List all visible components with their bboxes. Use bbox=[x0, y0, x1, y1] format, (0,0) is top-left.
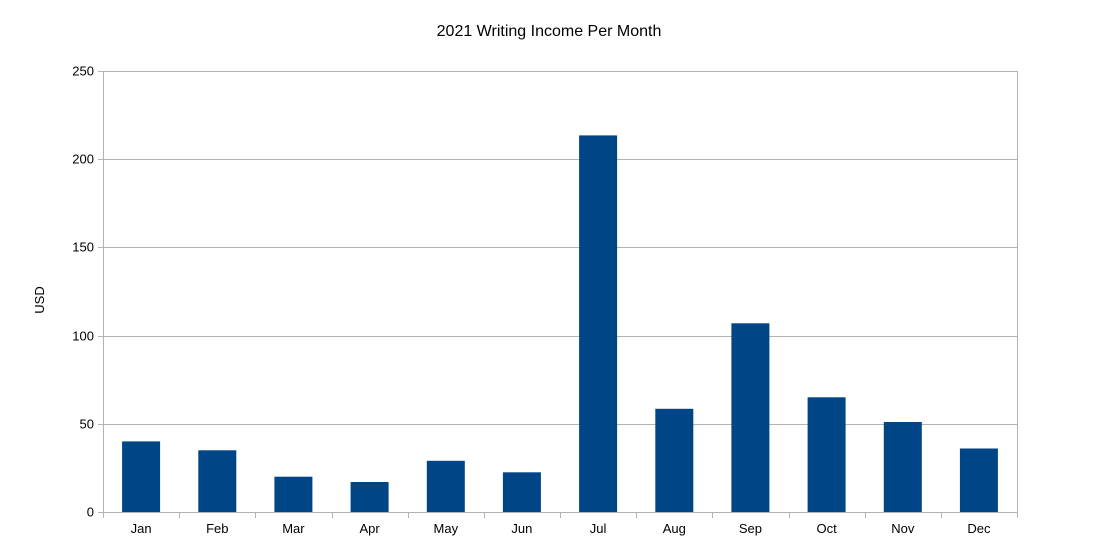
x-tick-label: Apr bbox=[359, 521, 380, 536]
x-tick-label: Jul bbox=[590, 521, 607, 536]
gridlines bbox=[98, 71, 1017, 513]
bar-feb bbox=[198, 450, 237, 512]
y-tick-label: 50 bbox=[80, 417, 94, 432]
x-tick-label: Feb bbox=[206, 521, 228, 536]
bar-aug bbox=[655, 408, 694, 512]
x-tick-label: Dec bbox=[967, 521, 991, 536]
x-tick-label: May bbox=[434, 521, 459, 536]
x-tick-labels: Jan Feb Mar Apr May Jun Jul Aug Sep Oct Nov Dec bbox=[131, 521, 991, 536]
y-axis-label: USD bbox=[32, 286, 47, 313]
bar-may bbox=[426, 460, 465, 512]
x-tick-label: Oct bbox=[816, 521, 837, 536]
bar-apr bbox=[350, 482, 389, 512]
bars bbox=[122, 135, 998, 512]
y-tick-label: 200 bbox=[72, 152, 94, 167]
x-tick-label: Mar bbox=[282, 521, 305, 536]
bar-oct bbox=[807, 397, 846, 512]
bar-jun bbox=[502, 472, 541, 512]
x-tick-label: Nov bbox=[891, 521, 915, 536]
x-tick-label: Aug bbox=[663, 521, 686, 536]
y-tick-label: 0 bbox=[87, 505, 94, 520]
axes bbox=[103, 71, 1018, 518]
bar-dec bbox=[959, 448, 998, 512]
bar-jul bbox=[579, 135, 618, 512]
chart-title: 2021 Writing Income Per Month bbox=[437, 23, 662, 40]
y-tick-label: 250 bbox=[72, 64, 94, 79]
y-tick-labels: 0 50 100 150 200 250 bbox=[72, 64, 94, 520]
bar-nov bbox=[883, 422, 922, 512]
x-tick-label: Jun bbox=[511, 521, 532, 536]
y-tick-label: 150 bbox=[72, 240, 94, 255]
bar-sep bbox=[731, 323, 770, 512]
bar-jan bbox=[122, 441, 161, 512]
y-tick-label: 100 bbox=[72, 329, 94, 344]
x-tick-label: Jan bbox=[131, 521, 152, 536]
bar-mar bbox=[274, 476, 313, 512]
x-tick-label: Sep bbox=[739, 521, 762, 536]
